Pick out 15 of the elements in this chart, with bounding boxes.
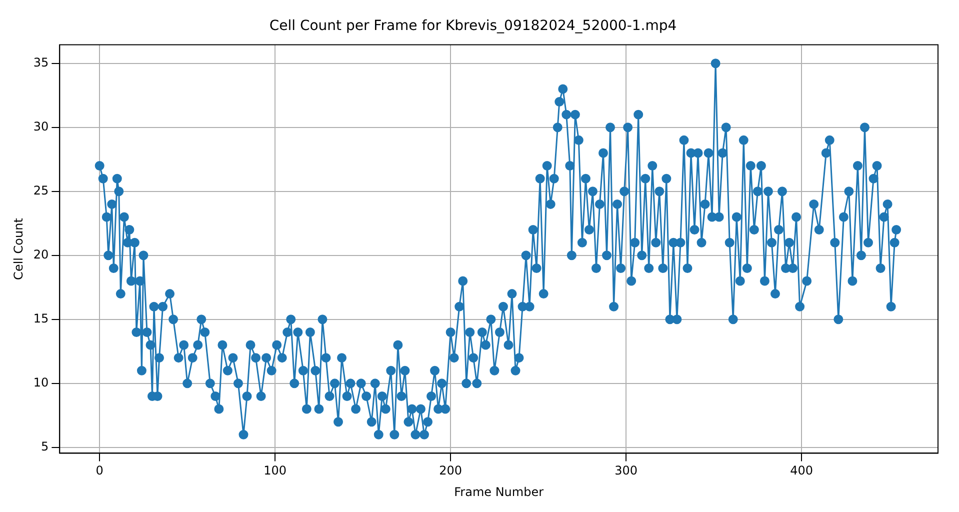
- y-tick-label: 25: [33, 184, 49, 198]
- y-tick-label: 5: [41, 440, 49, 454]
- y-axis-title: Cell Count: [11, 218, 26, 280]
- y-tick-label: 30: [33, 120, 49, 134]
- y-tick-label: 20: [33, 248, 49, 262]
- chart-title: Cell Count per Frame for Kbrevis_09182024_52000-1.mp4: [269, 18, 677, 34]
- x-tick-label: 300: [614, 464, 638, 478]
- y-tick-label: 10: [33, 376, 49, 390]
- x-tick-label: 100: [264, 464, 287, 478]
- x-tick-label: 400: [790, 464, 814, 478]
- y-tick-label: 15: [33, 312, 49, 326]
- y-tick-label: 35: [33, 55, 49, 70]
- x-tick-label: 200: [439, 464, 462, 478]
- x-tick-label: 0: [96, 464, 104, 478]
- x-axis-title: Frame Number: [454, 484, 544, 499]
